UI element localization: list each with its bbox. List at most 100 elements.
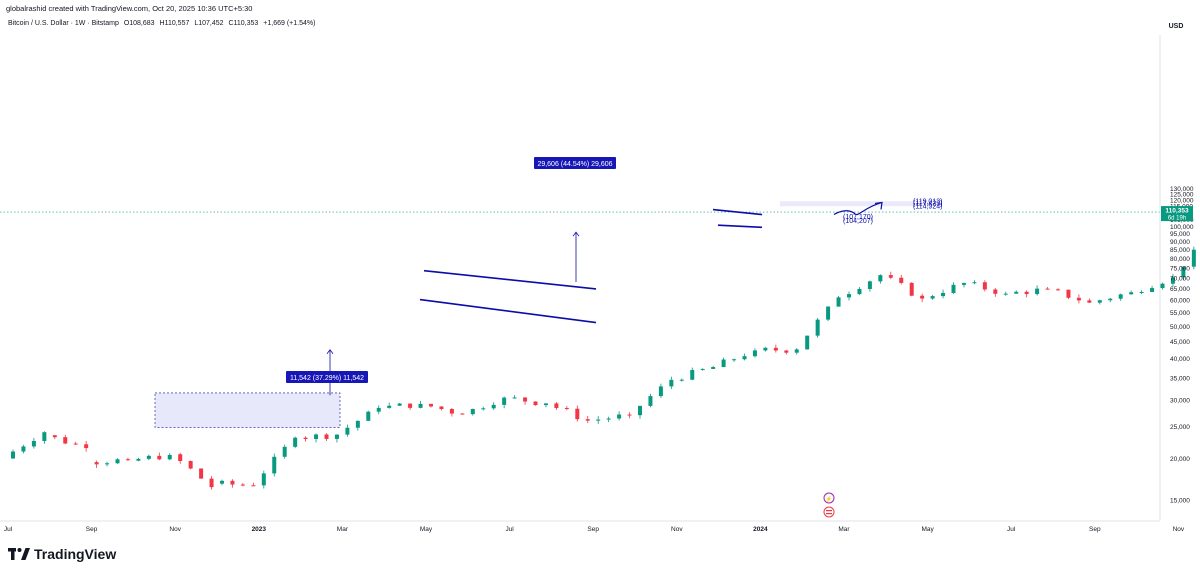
y-tick-label: 70,000 (1170, 275, 1190, 282)
candle (878, 274, 883, 284)
candle (1118, 293, 1123, 301)
candle-body (31, 441, 36, 447)
candle (397, 402, 402, 406)
candle-body (418, 403, 423, 408)
candle (847, 291, 851, 301)
candle (1045, 287, 1050, 290)
level-label: (119,013) (913, 199, 942, 206)
candle-body (909, 282, 914, 296)
candle-body (679, 379, 684, 381)
level-label: (107,170) (843, 214, 873, 221)
candle (815, 318, 820, 338)
candle-body (314, 434, 319, 439)
trendline (423, 269, 597, 290)
candle-body (293, 437, 298, 447)
candle (658, 383, 663, 398)
measure-2023-arrowhead (326, 349, 334, 354)
candle-body (512, 397, 517, 399)
candle (575, 405, 580, 422)
candle (752, 348, 757, 358)
us-flag-stripe (826, 513, 832, 515)
plot-area (0, 157, 1196, 518)
y-tick-label: 25,000 (1170, 424, 1190, 431)
low-value: L107,452 (194, 20, 224, 27)
x-tick-label: Sep (1089, 526, 1101, 533)
y-tick-label: 55,000 (1170, 310, 1190, 317)
x-tick-label: Nov (671, 526, 683, 533)
candle-body (1108, 298, 1113, 301)
candle-body (836, 297, 841, 307)
high-value: H110,557 (159, 20, 190, 27)
candle (669, 376, 674, 390)
y-tick-label: 125,000 (1170, 192, 1194, 199)
y-tick-label: 130,000 (1170, 186, 1194, 193)
candle (115, 458, 120, 464)
candle (167, 453, 172, 461)
y-tick-label: 85,000 (1170, 247, 1190, 254)
candle (188, 460, 193, 470)
y-tick-label: 120,000 (1170, 198, 1194, 205)
candle (627, 412, 632, 419)
candle-body (387, 405, 392, 408)
candle (1066, 289, 1071, 300)
symbol-label[interactable]: Bitcoin / U.S. Dollar · 1W · Bitstamp (8, 20, 119, 27)
candle (94, 460, 99, 468)
candle-body (460, 413, 465, 415)
candle-body (1170, 277, 1175, 284)
x-tick-label: 2023 (252, 526, 267, 533)
candle (52, 434, 57, 439)
candle (251, 482, 256, 487)
candle-body (941, 292, 946, 297)
candle (1087, 298, 1092, 303)
y-tick-label: 40,000 (1170, 356, 1190, 363)
candle-body (146, 455, 151, 459)
candle (42, 431, 47, 444)
level-label: (104,207) (843, 218, 873, 225)
candle (982, 280, 987, 292)
y-tick-label: 50,000 (1170, 324, 1190, 331)
candle (617, 411, 622, 421)
candle-body (1024, 291, 1029, 295)
candle (272, 453, 277, 477)
tradingview-logo[interactable]: TradingView (8, 546, 116, 562)
candle (773, 344, 778, 353)
candle-body (240, 484, 245, 486)
candle (512, 395, 517, 399)
candle-body (721, 359, 726, 368)
candle (941, 289, 946, 299)
candle (679, 378, 684, 382)
candle-body (982, 282, 987, 290)
x-tick-label: Mar (337, 526, 349, 533)
candle-body (470, 408, 475, 415)
candle-body (157, 455, 162, 460)
candle-body (543, 403, 548, 406)
y-tick-label: 90,000 (1170, 239, 1190, 246)
level-label: (114,924) (913, 204, 942, 211)
candle-body (669, 379, 674, 387)
candle-body (993, 289, 998, 294)
y-tick-label: 75,000 (1170, 265, 1190, 272)
candle (355, 420, 360, 431)
y-tick-label: 30,000 (1170, 398, 1190, 405)
candle (867, 280, 872, 292)
candle (690, 367, 695, 381)
measure-2024-label: 29,606 (44.54%) 29,606 (537, 161, 612, 168)
candle (157, 452, 162, 461)
candle (470, 408, 475, 416)
range-box-2023 (154, 392, 341, 428)
x-tick-label: 2024 (753, 526, 768, 533)
candle-body (878, 275, 883, 282)
lightning-icon: ⚡ (825, 495, 832, 503)
candle-body (930, 296, 935, 299)
price-chart[interactable]: 11,542 (37.29%) 11,542 29,606 (44.54%) 29… (0, 0, 1200, 545)
candle (481, 406, 486, 411)
current-price-badge (1161, 206, 1193, 222)
candle (387, 402, 392, 409)
candle (199, 468, 204, 479)
candle-body (63, 437, 68, 444)
candle (1056, 288, 1060, 291)
candle (105, 461, 110, 467)
candle (1191, 246, 1196, 270)
candle (1160, 282, 1165, 290)
candle (1097, 299, 1102, 305)
